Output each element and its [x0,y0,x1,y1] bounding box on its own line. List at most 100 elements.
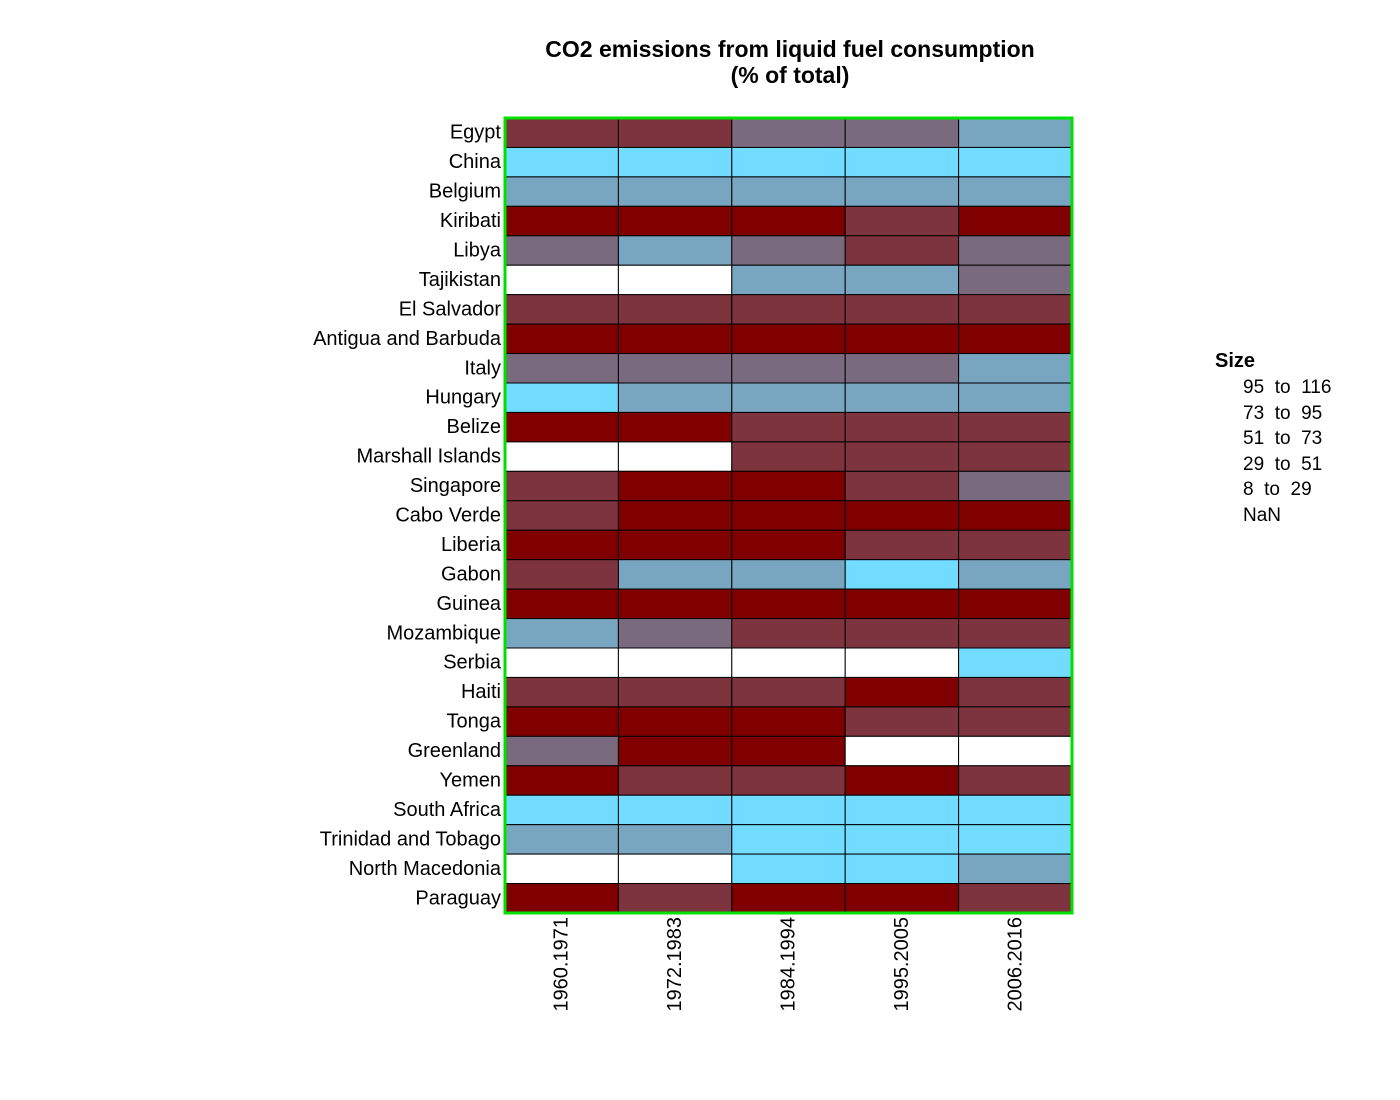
heatmap-cell [504,618,619,649]
heatmap-cell [844,382,960,413]
y-tick-label: Marshall Islands [356,446,501,468]
legend-item: 29 to 51 [1243,453,1323,475]
heatmap-cell [844,853,960,885]
y-tick-label: Paraguay [415,887,501,909]
heatmap-cell [844,323,960,355]
heatmap-cell [731,117,846,148]
heatmap-cell [617,294,733,325]
heatmap-cell [731,529,846,561]
heatmap-cell [731,647,846,678]
heatmap-cell [844,353,960,384]
y-tick-label: Yemen [439,770,501,792]
heatmap-cell [731,441,846,472]
heatmap-cell [504,500,619,531]
y-tick-label: Cabo Verde [395,505,501,527]
heatmap-cell [504,264,619,296]
heatmap-cell [844,765,960,796]
heatmap-cell [844,441,960,472]
heatmap-cell [958,794,1073,826]
heatmap-cell [844,588,960,620]
heatmap-cell [617,618,733,649]
heatmap-cell [617,264,733,296]
heatmap-cell [504,529,619,561]
heatmap-cell [504,588,619,620]
heatmap-cell [731,559,846,590]
heatmap-cell [844,176,960,207]
heatmap-cell [617,883,733,914]
chart-title: CO2 emissions from liquid fuel consumpti… [490,36,1090,88]
heatmap-cell [844,411,960,443]
heatmap-cell [844,618,960,649]
heatmap-cell [731,618,846,649]
heatmap-cell [958,853,1073,885]
y-tick-label: Mozambique [386,622,501,644]
heatmap-cell [958,353,1073,384]
heatmap-cell [504,146,619,178]
heatmap-cell [958,824,1073,855]
heatmap-cell [617,235,733,266]
y-tick-label: North Macedonia [349,858,502,880]
heatmap-cell [731,294,846,325]
heatmap-cell [958,146,1073,178]
y-tick-label: Kiribati [440,210,501,232]
y-tick-label: Haiti [461,681,501,703]
y-tick-label: Trinidad and Tobago [320,828,501,850]
heatmap-cell [617,470,733,502]
heatmap-cell [731,470,846,502]
legend-item: 8 to 29 [1243,479,1312,501]
legend-item: 51 to 73 [1243,428,1323,450]
heatmap-cell [504,176,619,207]
x-tick-label: 2006.2016 [1004,917,1026,1012]
heatmap-cell [617,735,733,767]
legend-items: 95 to 116 73 to 95 51 to 73 29 to 51 8 to 29… [1215,375,1331,529]
heatmap-cell [731,382,846,413]
heatmap-cell [504,470,619,502]
heatmap-cell [958,411,1073,443]
chart-title-line-2: (% of total) [730,62,850,88]
y-tick-label: Belgium [429,181,501,203]
heatmap-cell [504,883,619,914]
heatmap-cell [958,441,1073,472]
heatmap-cell [504,676,619,708]
y-tick-label: Egypt [450,122,502,144]
heatmap-cell [958,500,1073,531]
y-tick-label: Tonga [447,711,502,733]
heatmap-cell [617,647,733,678]
legend-item: 73 to 95 [1243,402,1323,424]
heatmap-cell [617,353,733,384]
heatmap-cell [504,853,619,885]
heatmap-cell [617,529,733,561]
y-tick-label: Belize [447,416,501,438]
heatmap-cell [731,235,846,266]
heatmap-cell [958,529,1073,561]
heatmap-cell [844,529,960,561]
heatmap-cell [504,235,619,266]
heatmap-cell [731,353,846,384]
heatmap-cell [844,559,960,590]
heatmap-cell [731,794,846,826]
heatmap-cell [844,500,960,531]
heatmap-cell [844,235,960,266]
legend-item: 95 to 116 [1243,377,1332,398]
heatmap-cell [731,765,846,796]
heatmap-cell [844,794,960,826]
heatmap-cell [958,735,1073,767]
heatmap-cell [844,146,960,178]
heatmap-cell [731,824,846,855]
heatmap-cell [958,618,1073,649]
heatmap-cell [844,205,960,237]
y-tick-label: Antigua and Barbuda [313,328,502,350]
heatmap-cell [504,824,619,855]
heatmap-cell [504,559,619,590]
heatmap-cell [844,470,960,502]
y-tick-label: El Salvador [399,298,502,320]
y-tick-label: Singapore [410,475,501,497]
heatmap-cell [504,765,619,796]
heatmap-cell [617,794,733,826]
heatmap-cell [504,294,619,325]
y-tick-label: China [449,151,502,173]
heatmap-cell [617,205,733,237]
y-tick-label: Gabon [441,563,501,585]
heatmap-cell [958,235,1073,266]
